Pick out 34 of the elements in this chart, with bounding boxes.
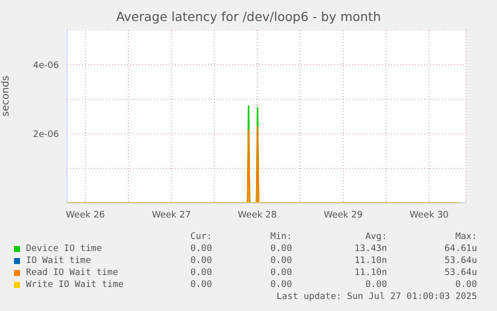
text: Min:: [270, 232, 292, 242]
x-tick-label: Week 30: [410, 210, 449, 220]
text: 0.00: [270, 280, 292, 290]
text: Cur:: [190, 232, 212, 242]
legend-label: Read IO Wait time: [26, 268, 118, 278]
text: 0.00: [270, 256, 292, 266]
text: 0.00: [190, 268, 212, 278]
text: 0.00: [190, 244, 212, 254]
text: 11.10n: [354, 268, 387, 278]
x-tick-label: Week 28: [238, 210, 278, 220]
chart-title: Average latency for /dev/loop6 - by month: [115, 9, 382, 24]
text: 53.64u: [444, 268, 477, 278]
text: 0.00: [190, 280, 212, 290]
text: 53.64u: [444, 256, 477, 266]
text: 0.00: [455, 280, 477, 290]
text: Avg:: [365, 232, 387, 242]
y-axis-title: seconds: [0, 76, 12, 116]
x-tick-label: Week 29: [324, 210, 363, 220]
text: Max:: [455, 232, 477, 242]
x-tick-label: Week 27: [152, 210, 191, 220]
y-tick-label: 4e-06: [33, 60, 60, 71]
text: 11.10n: [354, 256, 387, 266]
text: Last update: Sun Jul 27 01:00:03 2025: [276, 292, 477, 302]
legend-label: Write IO Wait time: [26, 280, 124, 290]
text: 0.00: [190, 256, 212, 266]
y-tick-label: 2e-06: [33, 130, 60, 140]
text: 0.00: [270, 244, 292, 254]
text: 13.43n: [354, 244, 387, 254]
legend-label: Device IO time: [26, 244, 102, 254]
legend-label: IO Wait time: [26, 256, 92, 266]
text: 64.61u: [444, 244, 477, 254]
x-tick-label: Week 26: [66, 210, 106, 220]
text: 0.00: [365, 280, 387, 290]
text: 0.00: [270, 268, 292, 278]
